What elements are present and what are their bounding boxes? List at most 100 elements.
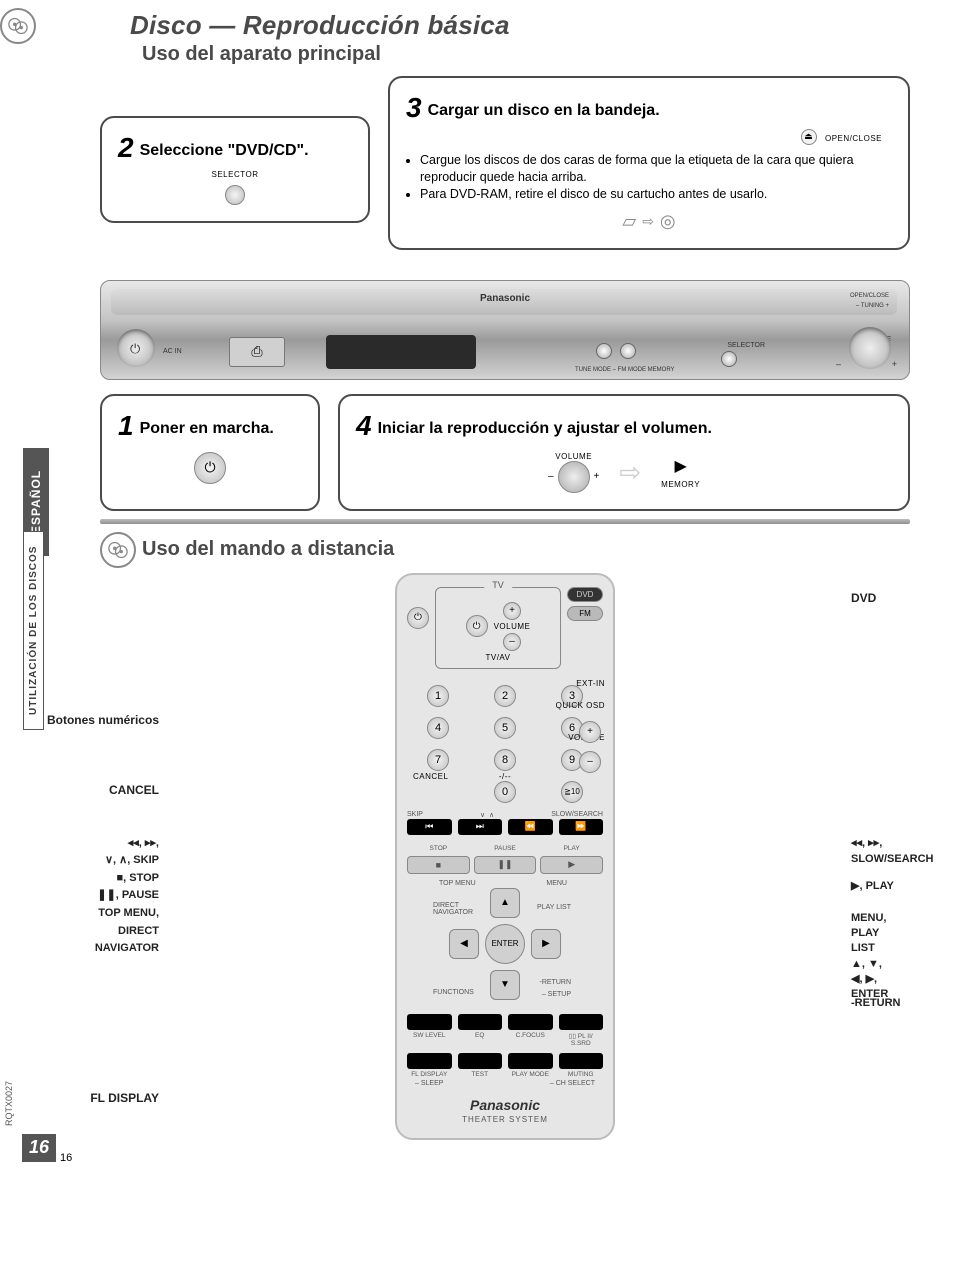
dvd-button: DVD (567, 587, 603, 602)
search-fwd-icon: ⏩ (559, 819, 604, 835)
selector-button-icon (225, 185, 245, 205)
step3-text: Cargar un disco en la bandeja. (428, 102, 660, 119)
slow-label: SLOW/SEARCH (551, 811, 603, 818)
menu-label: MENU (546, 880, 567, 887)
tv-vol-up: + (503, 602, 521, 620)
num-1: 1 (427, 685, 449, 707)
playmode-label: PLAY MODE (508, 1071, 553, 1078)
tvav-label: TV/AV (444, 653, 552, 662)
pause-button-icon: ❚❚ (474, 856, 537, 874)
test-btn (458, 1053, 503, 1069)
tv-power-icon: ⏻ (466, 615, 488, 637)
direct-nav-label: DIRECT NAVIGATOR (433, 902, 473, 916)
tv-volume-label: VOLUME (494, 622, 531, 631)
player-illustration: Panasonic OPEN/CLOSE – TUNING + ⏻ AC IN … (100, 280, 910, 380)
test-label: TEST (458, 1071, 503, 1078)
step2-box: 2 Seleccione "DVD/CD". SELECTOR (100, 116, 370, 223)
arrow-icon: ⇨ (619, 457, 641, 488)
play-button-icon: ▶ (671, 456, 691, 476)
volume-knob-icon (849, 327, 891, 369)
open-close-label: OPEN/CLOSE (825, 134, 882, 143)
disc-cartridge-icons: ▱⇨◎ (406, 211, 892, 232)
plii-label: ▯▯ PL II/ S.SRD (559, 1032, 604, 1047)
step4-num: 4 (356, 410, 372, 441)
acin-label: AC IN (163, 348, 182, 355)
label-fldisplay: FL DISPLAY (90, 1091, 165, 1105)
step3-box: 3Cargar un disco en la bandeja. ⏏ OPEN/C… (388, 76, 910, 250)
play-label: PLAY (540, 845, 603, 852)
topmenu-label: TOP MENU (439, 880, 476, 887)
page-title: Disco — Reproducción básica (130, 10, 510, 41)
remote-control: ⏻ TV ⏻ + VOLUME – TV/AV (395, 573, 615, 1140)
player-selector-label: SELECTOR (727, 342, 765, 349)
sw-level-btn (407, 1014, 452, 1030)
step2-text: Seleccione "DVD/CD". (140, 142, 309, 159)
player-tuning-label: – TUNING + (856, 303, 889, 309)
dpad-left-icon: ◀ (449, 929, 479, 959)
num-ten: ≧10 (561, 781, 583, 803)
dpad: TOP MENU MENU DIRECT NAVIGATOR PLAY LIST… (445, 884, 565, 1004)
remote-power-icon: ⏻ (407, 607, 429, 629)
label-slow-right: ◂◂, ▸▸, SLOW/SEARCH (845, 835, 934, 868)
power-icon: ⏻ (130, 341, 140, 357)
functions-label: FUNCTIONS (433, 989, 474, 996)
player-stop-play-buttons (596, 343, 636, 359)
label-left-block: ◂◂, ▸▸, ∨, ∧, SKIP ■, STOP ❚❚, PAUSE TOP… (95, 835, 165, 958)
step1-num: 1 (118, 410, 134, 441)
theater-label: THEATER SYSTEM (407, 1115, 603, 1124)
step4-memory-label: MEMORY (661, 480, 700, 489)
page-subtitle: Uso del aparato principal (142, 43, 910, 66)
dpad-right-icon: ▶ (531, 929, 561, 959)
player-openclose-label: OPEN/CLOSE (850, 293, 889, 299)
ext-in-label: EXT-IN (576, 679, 605, 688)
footer-code: RQTX0027 (4, 1081, 14, 1126)
step2-selector-label: SELECTOR (118, 170, 352, 179)
enter-button: ENTER (485, 924, 525, 964)
cfocus-btn (508, 1014, 553, 1030)
remote-section-title: Uso del mando a distancia (142, 538, 910, 561)
step2-num: 2 (118, 132, 134, 163)
remote-brand: Panasonic (407, 1097, 603, 1113)
skip-prev-icon: ⏮ (407, 819, 452, 835)
side-tab-discos: UTILIZACIÓN DE LOS DISCOS (23, 531, 44, 730)
step3-bullet1: Cargue los discos de dos caras de forma … (420, 152, 892, 186)
num-8: 8 (494, 749, 516, 771)
step1-box: 1Poner en marcha. ⏻ (100, 394, 320, 511)
skip-next-icon: ⏭ (458, 819, 503, 835)
divider-bar (100, 519, 910, 524)
page-num-small: 16 (60, 1152, 72, 1164)
sleep-label: – SLEEP (415, 1080, 443, 1087)
page-num-big: 16 (22, 1134, 56, 1162)
player-brand: Panasonic (480, 293, 530, 304)
plii-btn (559, 1014, 604, 1030)
stop-label: STOP (407, 845, 470, 852)
fldisplay-btn (407, 1053, 452, 1069)
step4-volume-label: VOLUME (548, 452, 599, 461)
disc-badge-icon (0, 8, 36, 44)
stop-button-icon: ■ (407, 856, 470, 874)
tv-frame-label: TV (484, 580, 512, 590)
remote-vol-down: – (579, 751, 601, 773)
disc-badge-icon-2 (100, 532, 136, 568)
chselect-label: – CH SELECT (550, 1080, 595, 1087)
remote-cancel-label: CANCEL (413, 772, 448, 781)
label-return-right: -RETURN (845, 997, 901, 1009)
num-7: 7 (427, 749, 449, 771)
num-0: 0 (494, 781, 516, 803)
setup-label: – SETUP (542, 991, 571, 998)
quick-osd-label: QUICK OSD (556, 701, 605, 710)
usb-port-icon: ⎙ (229, 337, 285, 367)
muting-btn (559, 1053, 604, 1069)
dpad-up-icon: ▲ (490, 888, 520, 918)
num-2: 2 (494, 685, 516, 707)
fldisplay-label: FL DISPLAY (407, 1071, 452, 1078)
label-menu-right: MENU, PLAY LIST (845, 911, 886, 957)
player-selector-btn (721, 351, 737, 367)
dpad-down-icon: ▼ (490, 970, 520, 1000)
step4-text: Iniciar la reproducción y ajustar el vol… (378, 420, 712, 437)
eq-label: EQ (458, 1032, 503, 1047)
return-label: -RETURN (540, 979, 572, 986)
sw-label: SW LEVEL (407, 1032, 452, 1047)
skip-label: SKIP (407, 811, 423, 818)
step1-text: Poner en marcha. (140, 420, 274, 437)
